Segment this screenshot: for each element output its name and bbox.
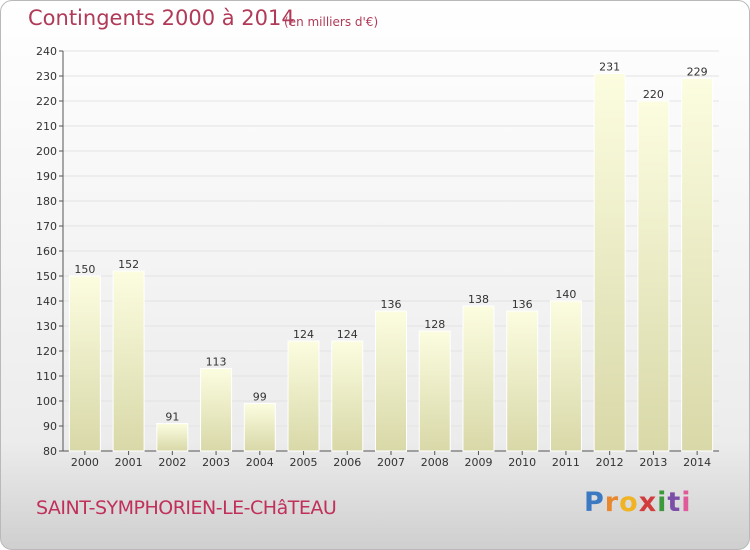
- x-tick-label: 2002: [158, 456, 186, 469]
- y-tick-label: 150: [36, 270, 57, 283]
- data-label: 229: [687, 66, 708, 79]
- x-tick-label: 2009: [464, 456, 492, 469]
- bar: [331, 340, 364, 452]
- bar: [287, 340, 320, 452]
- bar: [418, 330, 451, 452]
- logo-letter: r: [604, 487, 620, 518]
- y-tick-label: 200: [36, 145, 57, 158]
- data-label: 231: [599, 61, 620, 74]
- y-tick-label: 140: [36, 295, 57, 308]
- x-tick-label: 2003: [202, 456, 230, 469]
- y-tick-label: 110: [36, 370, 57, 383]
- y-tick-label: 230: [36, 70, 57, 83]
- bar: [637, 100, 670, 452]
- chart-title: Contingents 2000 à 2014: [28, 6, 295, 30]
- y-tick-label: 190: [36, 170, 57, 183]
- x-tick-label: 2008: [421, 456, 449, 469]
- bar: [200, 368, 233, 452]
- proxiti-logo: Proxiti: [584, 487, 692, 518]
- data-label: 99: [253, 391, 267, 404]
- x-tick-label: 2001: [115, 456, 143, 469]
- y-tick-label: 90: [43, 420, 57, 433]
- data-label: 113: [206, 356, 227, 369]
- y-tick-label: 210: [36, 120, 57, 133]
- data-label: 152: [118, 258, 139, 271]
- logo-letter: i: [681, 487, 692, 518]
- x-tick-label: 2007: [377, 456, 405, 469]
- bar: [506, 310, 539, 452]
- y-tick-label: 180: [36, 195, 57, 208]
- data-label: 136: [381, 298, 402, 311]
- bar: [681, 78, 714, 452]
- data-label: 150: [74, 263, 95, 276]
- y-tick-label: 130: [36, 320, 57, 333]
- data-label: 136: [512, 298, 533, 311]
- data-label: 138: [468, 293, 489, 306]
- bar: [112, 270, 145, 452]
- chart-subtitle: (en milliers d'€): [284, 15, 379, 29]
- data-label: 128: [424, 318, 445, 331]
- logo-letter: P: [584, 487, 605, 518]
- logo-letter: o: [619, 487, 639, 518]
- y-tick-label: 160: [36, 245, 57, 258]
- bar: [462, 305, 495, 452]
- data-label: 91: [165, 411, 179, 424]
- y-tick-label: 120: [36, 345, 57, 358]
- bar: [243, 403, 276, 452]
- data-label: 124: [293, 328, 314, 341]
- x-tick-label: 2011: [552, 456, 580, 469]
- bar: [549, 300, 582, 452]
- y-tick-label: 170: [36, 220, 57, 233]
- bar: [375, 310, 407, 452]
- data-label: 124: [337, 328, 358, 341]
- bar: [156, 423, 189, 452]
- x-tick-label: 2010: [508, 456, 536, 469]
- y-tick-label: 80: [43, 445, 57, 458]
- logo-letter: i: [657, 487, 668, 518]
- x-tick-label: 2005: [290, 456, 318, 469]
- x-tick-label: 2006: [333, 456, 361, 469]
- logo-letter: x: [638, 487, 658, 518]
- x-tick-label: 2014: [683, 456, 711, 469]
- town-name: SAINT-SYMPHORIEN-LE-CHâTEAU: [36, 497, 337, 519]
- y-tick-label: 240: [36, 45, 57, 58]
- x-tick-label: 2004: [246, 456, 274, 469]
- bar: [68, 275, 101, 452]
- x-tick-label: 2013: [639, 456, 667, 469]
- x-tick-label: 2012: [596, 456, 624, 469]
- x-tick-label: 2000: [71, 456, 99, 469]
- logo-letter: t: [667, 487, 682, 518]
- data-label: 220: [643, 88, 664, 101]
- data-label: 140: [555, 288, 576, 301]
- y-tick-label: 220: [36, 95, 57, 108]
- bar: [593, 73, 626, 452]
- y-tick-label: 100: [36, 395, 57, 408]
